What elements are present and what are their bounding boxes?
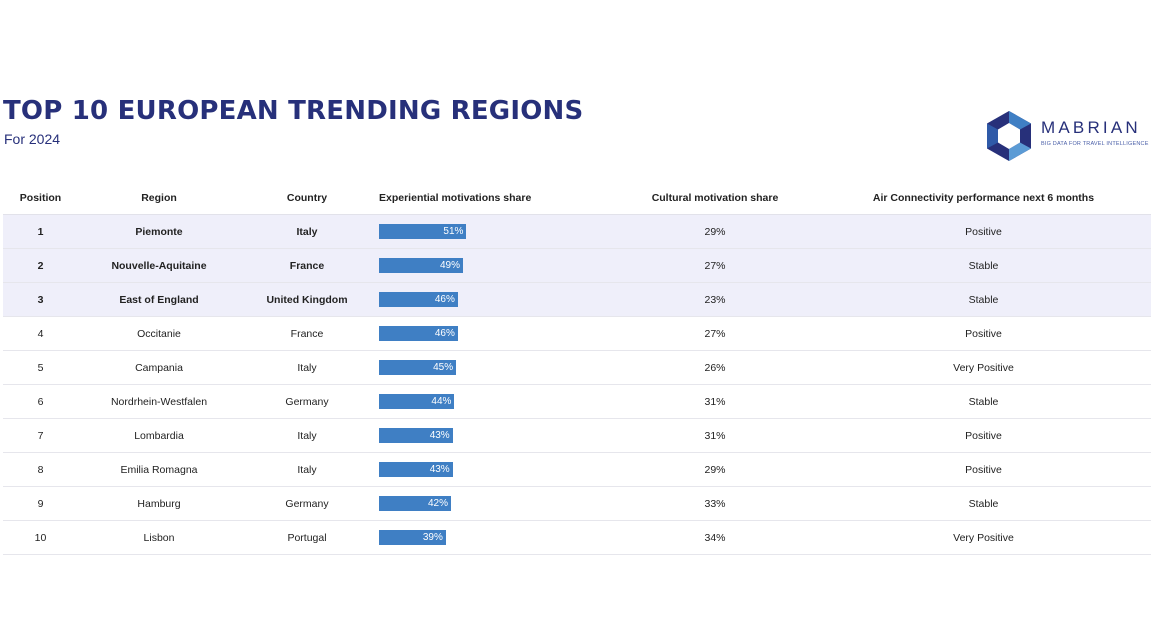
position-cell: 10 [3, 520, 78, 555]
cultural-share-cell: 31% [614, 418, 816, 453]
cultural-share-cell: 34% [614, 520, 816, 555]
table-row: 7 Lombardia Italy 43% 31% Positive [3, 418, 1151, 453]
air-connectivity-cell: Positive [816, 452, 1151, 487]
experiential-share-bar: 51% [379, 224, 467, 239]
position-cell: 8 [3, 452, 78, 487]
air-connectivity-cell: Very Positive [816, 350, 1151, 385]
experiential-share-cell: 43% [374, 418, 614, 453]
position-cell: 2 [3, 248, 78, 283]
region-cell: Nordrhein-Westfalen [78, 384, 240, 419]
table-row: 3 East of England United Kingdom 46% 23% Stab… [3, 282, 1151, 317]
region-cell: Nouvelle-Aquitaine [78, 248, 240, 283]
country-cell: Italy [240, 452, 374, 487]
country-cell: Portugal [240, 520, 374, 555]
experiential-share-bar: 44% [379, 394, 455, 409]
experiential-share-cell: 45% [374, 350, 614, 385]
table-row: 10 Lisbon Portugal 39% 34% Very Positive [3, 520, 1151, 555]
column-header: Region [78, 181, 240, 215]
country-cell: Germany [240, 486, 374, 521]
position-cell: 3 [3, 282, 78, 317]
column-header: Cultural motivation share [614, 181, 816, 215]
cultural-share-cell: 33% [614, 486, 816, 521]
regions-table: Position Region Country Experiential mot… [3, 181, 1151, 555]
logo-wordmark: MABRIAN [1041, 118, 1141, 137]
logo-tagline: BIG DATA FOR TRAVEL INTELLIGENCE [1041, 141, 1149, 147]
column-header: Country [240, 181, 374, 215]
table-row: 6 Nordrhein-Westfalen Germany 44% 31% Stable [3, 384, 1151, 419]
experiential-share-bar: 46% [379, 326, 458, 341]
region-cell: Piemonte [78, 214, 240, 249]
experiential-share-cell: 46% [374, 282, 614, 317]
region-cell: Hamburg [78, 486, 240, 521]
cultural-share-cell: 29% [614, 452, 816, 487]
experiential-share-bar: 49% [379, 258, 463, 273]
air-connectivity-cell: Stable [816, 282, 1151, 317]
air-connectivity-cell: Positive [816, 214, 1151, 249]
experiential-share-cell: 42% [374, 486, 614, 521]
region-cell: Lisbon [78, 520, 240, 555]
table-row: 5 Campania Italy 45% 26% Very Positive [3, 350, 1151, 385]
column-header: Experiential motivations share [374, 181, 614, 215]
experiential-share-bar: 43% [379, 462, 453, 477]
mabrian-logo: MABRIAN BIG DATA FOR TRAVEL INTELLIGENCE [985, 110, 1150, 162]
experiential-share-bar: 46% [379, 292, 458, 307]
column-header: Air Connectivity performance next 6 mont… [816, 181, 1151, 215]
air-connectivity-cell: Stable [816, 248, 1151, 283]
cultural-share-cell: 27% [614, 248, 816, 283]
air-connectivity-cell: Very Positive [816, 520, 1151, 555]
position-cell: 4 [3, 316, 78, 351]
experiential-share-cell: 46% [374, 316, 614, 351]
experiential-share-cell: 49% [374, 248, 614, 283]
cultural-share-cell: 31% [614, 384, 816, 419]
region-cell: Occitanie [78, 316, 240, 351]
table-row: 8 Emilia Romagna Italy 43% 29% Positive [3, 452, 1151, 487]
cultural-share-cell: 29% [614, 214, 816, 249]
position-cell: 9 [3, 486, 78, 521]
column-header: Position [3, 181, 78, 215]
country-cell: Italy [240, 350, 374, 385]
region-cell: Lombardia [78, 418, 240, 453]
air-connectivity-cell: Positive [816, 418, 1151, 453]
experiential-share-bar: 45% [379, 360, 457, 375]
cultural-share-cell: 27% [614, 316, 816, 351]
experiential-share-bar: 42% [379, 496, 451, 511]
air-connectivity-cell: Positive [816, 316, 1151, 351]
experiential-share-cell: 39% [374, 520, 614, 555]
table-row: 2 Nouvelle-Aquitaine France 49% 27% Stable [3, 248, 1151, 283]
position-cell: 5 [3, 350, 78, 385]
region-cell: Campania [78, 350, 240, 385]
country-cell: France [240, 316, 374, 351]
position-cell: 7 [3, 418, 78, 453]
position-cell: 1 [3, 214, 78, 249]
table-row: 1 Piemonte Italy 51% 29% Positive [3, 214, 1151, 249]
experiential-share-cell: 51% [374, 214, 614, 249]
air-connectivity-cell: Stable [816, 486, 1151, 521]
experiential-share-bar: 39% [379, 530, 446, 545]
country-cell: France [240, 248, 374, 283]
table-row: 9 Hamburg Germany 42% 33% Stable [3, 486, 1151, 521]
experiential-share-cell: 44% [374, 384, 614, 419]
experiential-share-bar: 43% [379, 428, 453, 443]
country-cell: United Kingdom [240, 282, 374, 317]
experiential-share-cell: 43% [374, 452, 614, 487]
air-connectivity-cell: Stable [816, 384, 1151, 419]
region-cell: Emilia Romagna [78, 452, 240, 487]
country-cell: Germany [240, 384, 374, 419]
country-cell: Italy [240, 418, 374, 453]
table-row: 4 Occitanie France 46% 27% Positive [3, 316, 1151, 351]
table-header-row: Position Region Country Experiential mot… [3, 181, 1151, 215]
page-title: TOP 10 EUROPEAN TRENDING REGIONS [3, 96, 584, 126]
cultural-share-cell: 23% [614, 282, 816, 317]
position-cell: 6 [3, 384, 78, 419]
region-cell: East of England [78, 282, 240, 317]
page-subtitle: For 2024 [4, 131, 61, 147]
hexagon-logo-icon [987, 111, 1031, 161]
cultural-share-cell: 26% [614, 350, 816, 385]
country-cell: Italy [240, 214, 374, 249]
